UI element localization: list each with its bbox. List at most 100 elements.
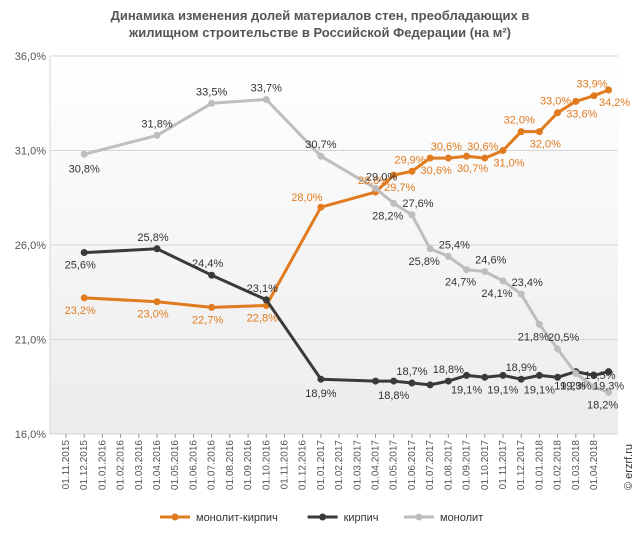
data-label: 33,5% xyxy=(196,86,227,98)
data-point xyxy=(408,167,416,175)
legend: монолит-кирпич кирпич монолит xyxy=(160,512,483,524)
data-point xyxy=(554,109,562,117)
data-point xyxy=(372,377,380,385)
data-label: 30,6% xyxy=(421,165,452,177)
data-label: 19,3% xyxy=(593,381,624,393)
data-label: 23,2% xyxy=(65,305,96,317)
data-label: 25,8% xyxy=(409,256,440,268)
data-label: 31,8% xyxy=(141,118,172,130)
y-tick-label: 21,0% xyxy=(15,335,46,347)
data-label: 20,5% xyxy=(548,332,579,344)
data-point xyxy=(426,245,434,253)
data-label: 29,0% xyxy=(366,171,397,183)
data-point xyxy=(444,377,452,385)
data-point xyxy=(208,303,216,311)
data-point xyxy=(463,152,471,160)
data-label: 22,8% xyxy=(247,312,278,324)
data-point xyxy=(262,95,270,103)
data-label: 19,3% xyxy=(560,381,591,393)
data-label: 29,7% xyxy=(384,182,415,194)
data-point xyxy=(517,290,525,298)
x-tick-label: 01.02.2017 xyxy=(334,440,345,490)
x-tick-label: 01.01.2017 xyxy=(316,440,327,490)
data-label: 30,7% xyxy=(305,139,336,151)
data-point xyxy=(463,371,471,379)
data-point xyxy=(408,211,416,219)
y-tick-label: 26,0% xyxy=(15,240,46,252)
data-point xyxy=(317,152,325,160)
data-point xyxy=(80,294,88,302)
data-point xyxy=(554,373,562,381)
data-point xyxy=(390,199,398,207)
x-tick-label: 01.06.2016 xyxy=(188,440,199,490)
data-label: 31,0% xyxy=(493,158,524,170)
data-label: 21,8% xyxy=(518,331,549,343)
data-label: 18,2% xyxy=(587,399,618,411)
data-point xyxy=(426,381,434,389)
data-label: 32,0% xyxy=(530,139,561,151)
data-label: 28,2% xyxy=(372,210,403,222)
data-label: 18,8% xyxy=(433,364,464,376)
x-tick-label: 01.01.2018 xyxy=(534,440,545,490)
data-point xyxy=(481,373,489,381)
series-layer xyxy=(80,86,613,396)
data-label: 18,5% xyxy=(584,370,615,382)
data-label: 19,1% xyxy=(451,384,482,396)
data-point xyxy=(481,267,489,275)
x-tick-label: 01.09.2016 xyxy=(243,440,254,490)
data-label: 19,1% xyxy=(487,384,518,396)
data-point xyxy=(153,131,161,139)
data-point xyxy=(572,97,580,105)
x-tick-label: 01.01.2016 xyxy=(97,440,108,490)
data-label: 25,6% xyxy=(65,260,96,272)
gridlines xyxy=(50,55,618,435)
data-label: 18,9% xyxy=(506,362,537,374)
data-point xyxy=(153,298,161,306)
data-point xyxy=(444,252,452,260)
data-point xyxy=(408,379,416,387)
data-label: 30,7% xyxy=(457,163,488,175)
data-label: 33,9% xyxy=(576,79,607,91)
data-label: 28,0% xyxy=(291,192,322,204)
data-label: 23,0% xyxy=(137,309,168,321)
data-point xyxy=(481,154,489,162)
data-label: 33,0% xyxy=(540,96,571,108)
data-point xyxy=(499,371,507,379)
data-point xyxy=(390,377,398,385)
x-tick-label: 01.07.2016 xyxy=(207,440,218,490)
data-point xyxy=(153,245,161,253)
data-label: 23,1% xyxy=(247,283,278,295)
data-point xyxy=(262,296,270,304)
x-tick-label: 01.11.2017 xyxy=(498,440,509,490)
data-label: 23,4% xyxy=(512,277,543,289)
legend-label: монолит xyxy=(440,512,483,524)
data-point xyxy=(317,203,325,211)
data-labels: 23,2% 23,0% 22,7% 22,8% 28,0% 28,8%29,7% 29,9%… xyxy=(65,79,631,412)
data-label: 29,9% xyxy=(394,154,425,166)
data-point xyxy=(426,154,434,162)
x-axis: 01.11.2015 01.12.2015 01.01.2016 01.02.2016… xyxy=(61,434,600,490)
x-tick-label: 01.08.2016 xyxy=(225,440,236,490)
y-axis: 16,0% 21,0% 26,0% 31,0% 36,0% xyxy=(15,51,51,441)
data-point xyxy=(208,99,216,107)
x-tick-label: 01.03.2017 xyxy=(352,440,363,490)
data-label: 28,8% xyxy=(358,175,389,187)
data-point xyxy=(444,154,452,162)
x-tick-label: 01.02.2016 xyxy=(116,440,127,490)
data-label: 30,6% xyxy=(467,141,498,153)
legend-marker xyxy=(415,513,423,521)
data-label: 27,6% xyxy=(402,198,433,210)
chart-title-line-2: жилищном строительстве в Российской Феде… xyxy=(128,25,511,40)
data-point xyxy=(535,371,543,379)
data-point xyxy=(317,375,325,383)
data-point xyxy=(605,86,613,94)
data-label: 24,7% xyxy=(445,277,476,289)
x-tick-label: 01.07.2017 xyxy=(425,440,436,490)
data-label: 18,7% xyxy=(396,366,427,378)
data-point xyxy=(590,383,598,391)
x-tick-label: 01.05.2016 xyxy=(170,440,181,490)
data-label: 30,8% xyxy=(69,163,100,175)
x-tick-label: 01.12.2015 xyxy=(79,440,90,490)
